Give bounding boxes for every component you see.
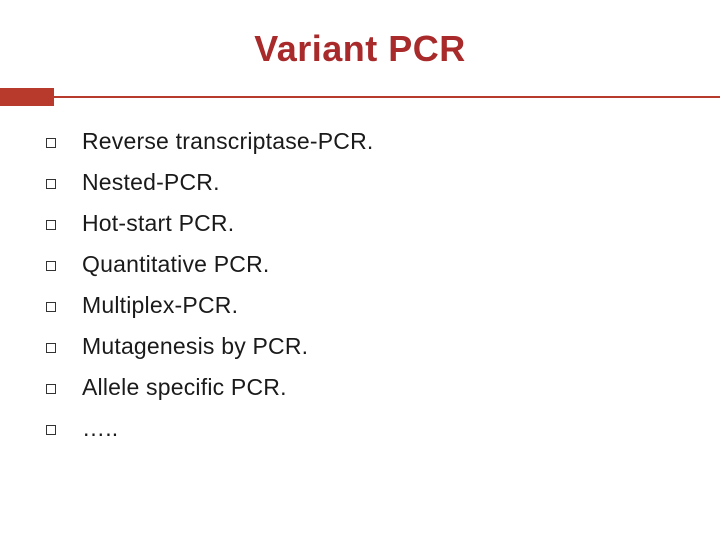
list-item: ….. [46,415,670,442]
list-item-text: Multiplex-PCR. [82,292,238,319]
square-bullet-icon [46,179,56,189]
list-item: Reverse transcriptase-PCR. [46,128,670,155]
square-bullet-icon [46,384,56,394]
list-item: Mutagenesis by PCR. [46,333,670,360]
accent-bar-thick [0,88,54,106]
list-item-text: Mutagenesis by PCR. [82,333,308,360]
list-item: Allele specific PCR. [46,374,670,401]
list-item-text: Nested-PCR. [82,169,220,196]
list-item-text: Reverse transcriptase-PCR. [82,128,374,155]
list-item-text: Hot-start PCR. [82,210,234,237]
bullet-list: Reverse transcriptase-PCR. Nested-PCR. H… [0,106,720,442]
square-bullet-icon [46,138,56,148]
list-item: Multiplex-PCR. [46,292,670,319]
slide: Variant PCR Reverse transcriptase-PCR. N… [0,0,720,540]
list-item: Hot-start PCR. [46,210,670,237]
list-item-text: ….. [82,415,118,442]
square-bullet-icon [46,302,56,312]
page-title: Variant PCR [0,28,720,70]
square-bullet-icon [46,261,56,271]
accent-bar [0,88,720,106]
list-item-text: Quantitative PCR. [82,251,269,278]
square-bullet-icon [46,343,56,353]
square-bullet-icon [46,425,56,435]
accent-bar-thin [54,96,720,98]
list-item-text: Allele specific PCR. [82,374,287,401]
list-item: Quantitative PCR. [46,251,670,278]
square-bullet-icon [46,220,56,230]
list-item: Nested-PCR. [46,169,670,196]
